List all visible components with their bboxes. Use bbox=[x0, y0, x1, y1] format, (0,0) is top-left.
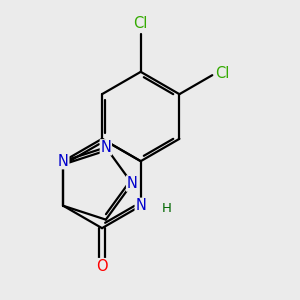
Text: O: O bbox=[96, 259, 108, 274]
Text: N: N bbox=[127, 176, 137, 191]
Text: Cl: Cl bbox=[134, 16, 148, 31]
Text: N: N bbox=[58, 154, 69, 169]
Text: H: H bbox=[162, 202, 172, 214]
Text: Cl: Cl bbox=[215, 66, 230, 81]
Text: N: N bbox=[100, 140, 111, 155]
Text: N: N bbox=[135, 198, 146, 213]
